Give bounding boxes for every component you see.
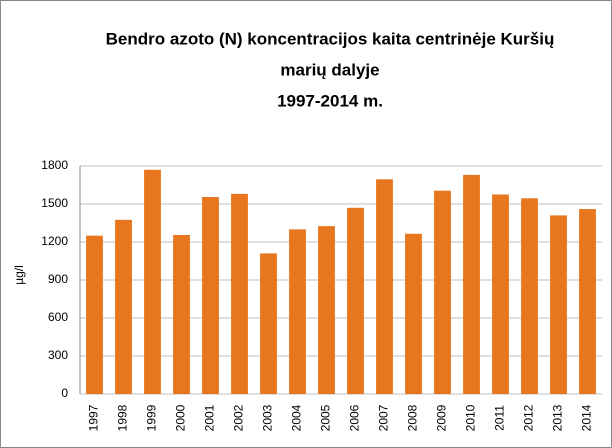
bar bbox=[202, 197, 219, 394]
bar bbox=[231, 193, 248, 394]
x-tick-label: 2001 bbox=[203, 404, 217, 431]
y-tick-label: 600 bbox=[48, 310, 68, 324]
bar bbox=[173, 235, 190, 394]
chart-title: 1997-2014 m. bbox=[277, 91, 383, 110]
y-axis-label: µg/l bbox=[12, 265, 26, 285]
bar bbox=[115, 219, 132, 394]
x-tick-label: 1997 bbox=[87, 404, 101, 431]
x-tick-label: 1998 bbox=[116, 404, 130, 431]
bar bbox=[260, 253, 277, 394]
bar bbox=[492, 194, 509, 394]
bar bbox=[434, 190, 451, 394]
y-tick-label: 0 bbox=[61, 386, 68, 400]
x-tick-label: 2012 bbox=[522, 404, 536, 431]
bar bbox=[289, 229, 306, 394]
x-tick-label: 2006 bbox=[348, 404, 362, 431]
x-tick-label: 2002 bbox=[232, 404, 246, 431]
bar bbox=[521, 198, 538, 394]
bar bbox=[347, 207, 364, 394]
chart-title: marių dalyje bbox=[280, 60, 379, 79]
bar bbox=[405, 233, 422, 394]
bar bbox=[376, 179, 393, 394]
bar bbox=[579, 209, 596, 394]
x-tick-label: 2009 bbox=[435, 404, 449, 431]
x-tick-label: 2004 bbox=[290, 404, 304, 431]
x-tick-label: 2008 bbox=[406, 404, 420, 431]
bar bbox=[144, 169, 161, 394]
x-tick-label: 2014 bbox=[580, 404, 594, 431]
x-tick-label: 2000 bbox=[174, 404, 188, 431]
y-tick-label: 300 bbox=[48, 348, 68, 362]
x-tick-label: 2011 bbox=[493, 405, 507, 431]
bar bbox=[550, 215, 567, 394]
x-tick-label: 2013 bbox=[551, 404, 565, 431]
bar bbox=[86, 235, 103, 394]
x-tick-label: 2007 bbox=[377, 404, 391, 431]
x-tick-label: 2005 bbox=[319, 404, 333, 431]
bar bbox=[318, 226, 335, 394]
x-tick-label: 2003 bbox=[261, 404, 275, 431]
bar bbox=[463, 174, 480, 394]
chart-title: Bendro azoto (N) koncentracijos kaita ce… bbox=[106, 29, 555, 48]
y-tick-label: 900 bbox=[48, 272, 68, 286]
x-tick-label: 1999 bbox=[145, 404, 159, 431]
y-tick-label: 1800 bbox=[41, 158, 68, 172]
y-tick-label: 1500 bbox=[41, 196, 68, 210]
x-tick-label: 2010 bbox=[464, 404, 478, 431]
y-tick-label: 1200 bbox=[41, 234, 68, 248]
